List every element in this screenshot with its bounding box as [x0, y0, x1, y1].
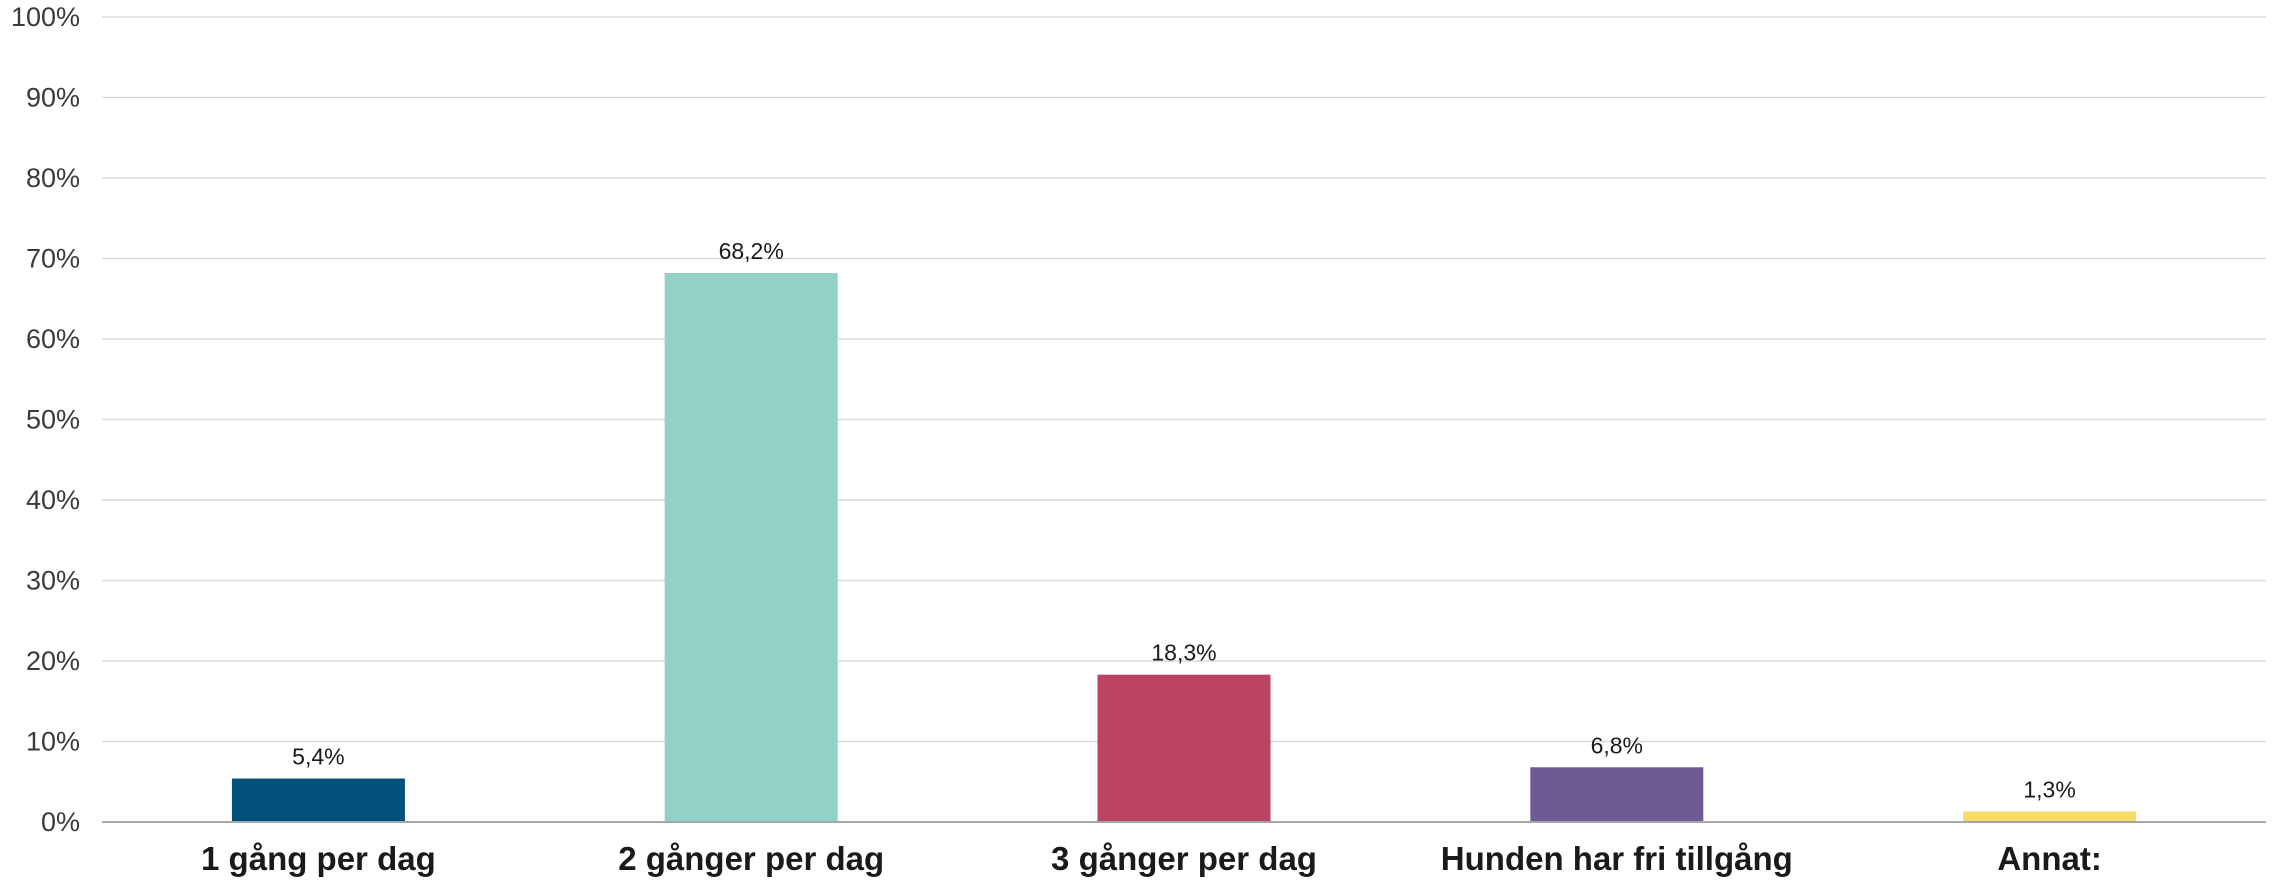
gridlines: [102, 16, 2266, 743]
data-label: 18,3%: [1151, 640, 1216, 666]
data-label: 68,2%: [719, 238, 784, 264]
y-tick-label: 70%: [26, 244, 80, 274]
y-tick-label: 60%: [26, 324, 80, 354]
x-category-label: Hunden har fri tillgång: [1441, 840, 1793, 877]
data-label: 6,8%: [1591, 732, 1643, 758]
x-category-label: 3 gånger per dag: [1051, 840, 1317, 877]
y-axis-tick-labels: 0% 10% 20% 30% 40% 50% 60% 70% 80% 90% 100%: [11, 2, 80, 837]
x-category-label: Annat:: [1997, 840, 2101, 877]
data-label: 5,4%: [292, 744, 344, 770]
y-tick-label: 0%: [41, 807, 80, 837]
y-tick-label: 50%: [26, 405, 80, 435]
y-tick-label: 100%: [11, 2, 80, 32]
bar: [231, 778, 405, 822]
bar: [1963, 811, 2137, 822]
data-labels: 5,4% 68,2% 18,3% 6,8% 1,3%: [292, 238, 2076, 803]
y-tick-label: 40%: [26, 485, 80, 515]
bar: [1097, 674, 1271, 822]
x-category-label: 2 gånger per dag: [618, 840, 884, 877]
x-category-label: 1 gång per dag: [201, 840, 436, 877]
data-label: 1,3%: [2023, 777, 2075, 803]
y-tick-label: 20%: [26, 646, 80, 676]
y-tick-label: 80%: [26, 163, 80, 193]
bar: [1530, 767, 1704, 822]
bar: [664, 272, 838, 822]
y-tick-label: 30%: [26, 566, 80, 596]
x-axis-category-labels: 1 gång per dag 2 gånger per dag 3 gånger p…: [201, 840, 2102, 877]
bars: [231, 272, 2137, 822]
y-tick-label: 10%: [26, 727, 80, 757]
y-tick-label: 90%: [26, 83, 80, 113]
